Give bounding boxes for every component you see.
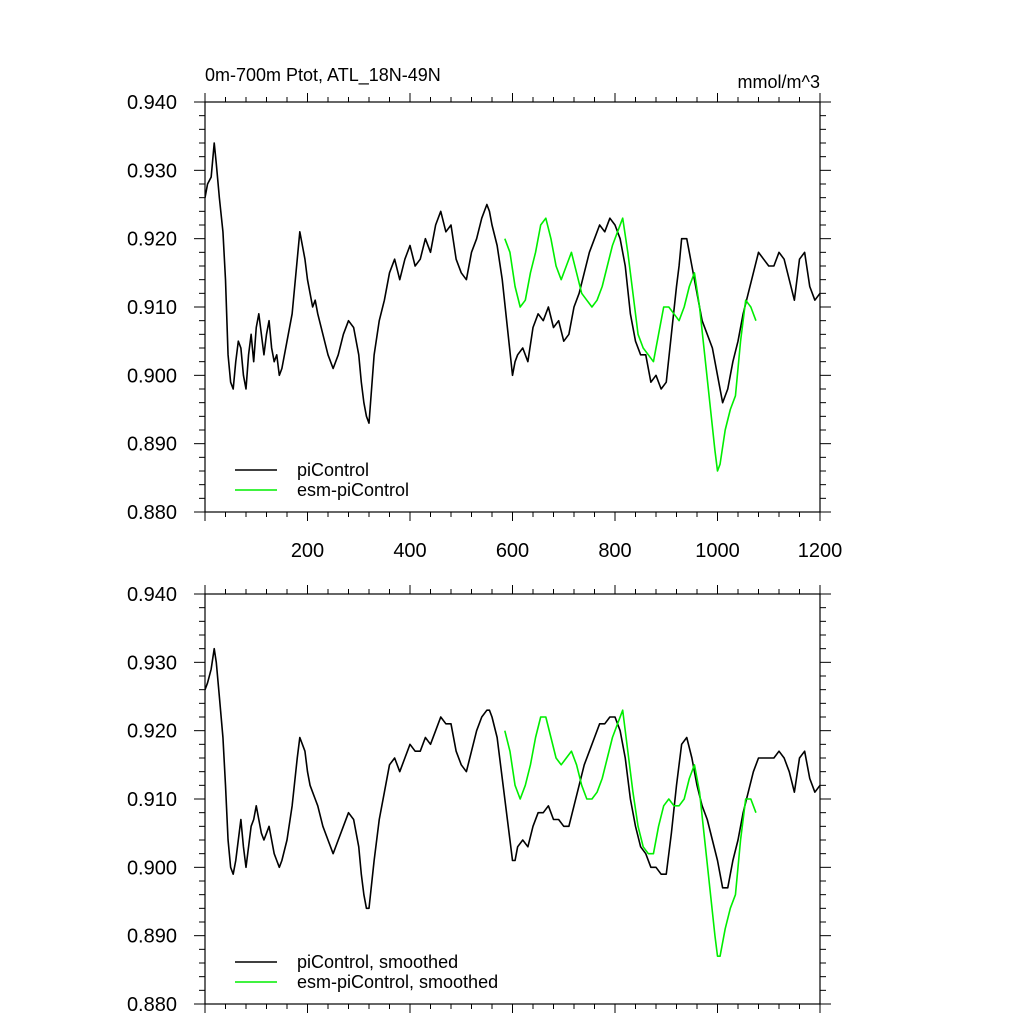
y-tick-label: 0.890 (127, 434, 177, 456)
x-tick-label: 200 (291, 540, 324, 562)
series-line-esm-picontrol (504, 217, 757, 472)
series-line-picontrol (205, 142, 820, 424)
series-line-picontrol (205, 647, 820, 910)
y-tick-label: 0.910 (127, 297, 177, 319)
legend-label: piControl (297, 460, 369, 480)
plot-frame (204, 593, 821, 1005)
y-tick-label: 0.890 (127, 926, 177, 948)
top-panel-title: 0m-700m Ptot, ATL_18N-49N (205, 65, 441, 86)
y-tick-label: 0.900 (127, 857, 177, 879)
x-tick-label: 1200 (798, 540, 843, 562)
y-tick-label: 0.920 (127, 721, 177, 743)
x-tick-label: 1000 (695, 540, 740, 562)
y-tick-label: 0.910 (127, 789, 177, 811)
series-line-esm-picontrol (504, 709, 757, 957)
top-panel: 0m-700m Ptot, ATL_18N-49N mmol/m^3 200 40… (127, 65, 842, 562)
y-tick-label: 0.880 (127, 994, 177, 1016)
legend-label: piControl, smoothed (297, 952, 458, 972)
y-tick-label: 0.940 (127, 92, 177, 114)
y-tick-label: 0.930 (127, 160, 177, 182)
y-tick-label: 0.900 (127, 365, 177, 387)
legend-label: esm-piControl, smoothed (297, 972, 498, 992)
x-tick-label: 600 (496, 540, 529, 562)
legend-label: esm-piControl (297, 480, 409, 500)
top-panel-units: mmol/m^3 (738, 72, 820, 92)
y-tick-label: 0.940 (127, 584, 177, 606)
y-tick-label: 0.920 (127, 229, 177, 251)
bottom-panel: 0.940 0.930 0.920 0.910 0.900 0.890 0.880 piCon… (127, 584, 831, 1016)
x-tick-label: 800 (598, 540, 631, 562)
plot-frame (204, 101, 821, 513)
y-tick-label: 0.930 (127, 652, 177, 674)
x-tick-label: 400 (393, 540, 426, 562)
y-tick-label: 0.880 (127, 502, 177, 524)
